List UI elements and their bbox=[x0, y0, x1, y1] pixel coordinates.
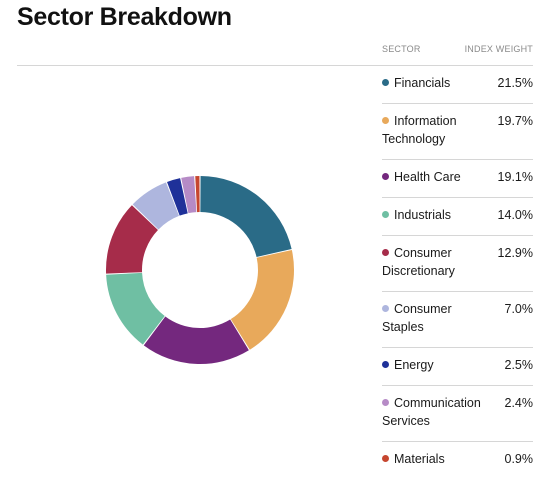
legend-item-communication-services: Communication Services 2.4% bbox=[382, 386, 533, 442]
legend-value: 2.5% bbox=[504, 358, 534, 372]
legend-label: Consumer Discretionary bbox=[382, 244, 486, 280]
legend-value: 19.7% bbox=[497, 114, 533, 128]
page-title: Sector Breakdown bbox=[17, 3, 232, 31]
legend-color-swatch bbox=[382, 361, 389, 368]
legend-label-text: Consumer Discretionary bbox=[382, 246, 455, 278]
donut-slice-consumer-discretionary bbox=[106, 205, 158, 274]
legend-color-swatch bbox=[382, 399, 389, 406]
donut-slice-energy bbox=[167, 178, 188, 216]
legend-item-materials: Materials 0.9% bbox=[382, 442, 533, 479]
legend-value: 14.0% bbox=[497, 208, 533, 222]
legend-color-swatch bbox=[382, 211, 389, 218]
legend-color-swatch bbox=[382, 455, 389, 462]
legend-label: Consumer Staples bbox=[382, 300, 486, 336]
column-header-index-weight: INDEX WEIGHT bbox=[464, 44, 533, 54]
legend-value: 2.4% bbox=[504, 396, 534, 410]
legend-item-consumer-discretionary: Consumer Discretionary 12.9% bbox=[382, 236, 533, 292]
legend-label-text: Materials bbox=[394, 452, 445, 466]
donut-slice-information-technology bbox=[230, 250, 294, 350]
sector-legend: Financials 21.5% Information Technology 19.… bbox=[382, 66, 533, 479]
donut-slice-industrials bbox=[106, 272, 165, 345]
legend-item-consumer-staples: Consumer Staples 7.0% bbox=[382, 292, 533, 348]
legend-color-swatch bbox=[382, 249, 389, 256]
legend-label-text: Health Care bbox=[394, 170, 461, 184]
legend-color-swatch bbox=[382, 79, 389, 86]
legend-item-energy: Energy 2.5% bbox=[382, 348, 533, 386]
legend-label-text: Industrials bbox=[394, 208, 451, 222]
legend-label-text: Information Technology bbox=[382, 114, 457, 146]
legend-value: 21.5% bbox=[497, 76, 533, 90]
legend-label: Energy bbox=[382, 356, 486, 374]
legend-label: Financials bbox=[382, 74, 486, 92]
legend-label-text: Consumer Staples bbox=[382, 302, 452, 334]
sector-donut-chart bbox=[106, 176, 294, 364]
legend-color-swatch bbox=[382, 173, 389, 180]
legend-label-text: Financials bbox=[394, 76, 451, 90]
legend-label: Communication Services bbox=[382, 394, 486, 430]
legend-label: Industrials bbox=[382, 206, 486, 224]
donut-slice-health-care bbox=[143, 316, 249, 364]
legend-label: Health Care bbox=[382, 168, 486, 186]
legend-item-industrials: Industrials 14.0% bbox=[382, 198, 533, 236]
donut-slice-consumer-staples bbox=[132, 182, 180, 230]
legend-value: 19.1% bbox=[497, 170, 533, 184]
legend-value: 12.9% bbox=[497, 246, 533, 260]
legend-color-swatch bbox=[382, 117, 389, 124]
legend-value: 0.9% bbox=[504, 452, 534, 466]
donut-slice-communication-services bbox=[181, 176, 197, 214]
donut-slice-financials bbox=[200, 176, 292, 258]
column-header-sector: SECTOR bbox=[382, 44, 421, 54]
legend-label-text: Energy bbox=[394, 358, 434, 372]
legend-label-text: Communication Services bbox=[382, 396, 481, 428]
legend-item-health-care: Health Care 19.1% bbox=[382, 160, 533, 198]
legend-color-swatch bbox=[382, 305, 389, 312]
legend-label: Materials bbox=[382, 450, 486, 468]
legend-item-financials: Financials 21.5% bbox=[382, 66, 533, 104]
legend-label: Information Technology bbox=[382, 112, 486, 148]
legend-item-information-technology: Information Technology 19.7% bbox=[382, 104, 533, 160]
donut-slice-materials bbox=[195, 176, 200, 213]
legend-value: 7.0% bbox=[504, 302, 534, 316]
header-divider bbox=[17, 65, 533, 66]
